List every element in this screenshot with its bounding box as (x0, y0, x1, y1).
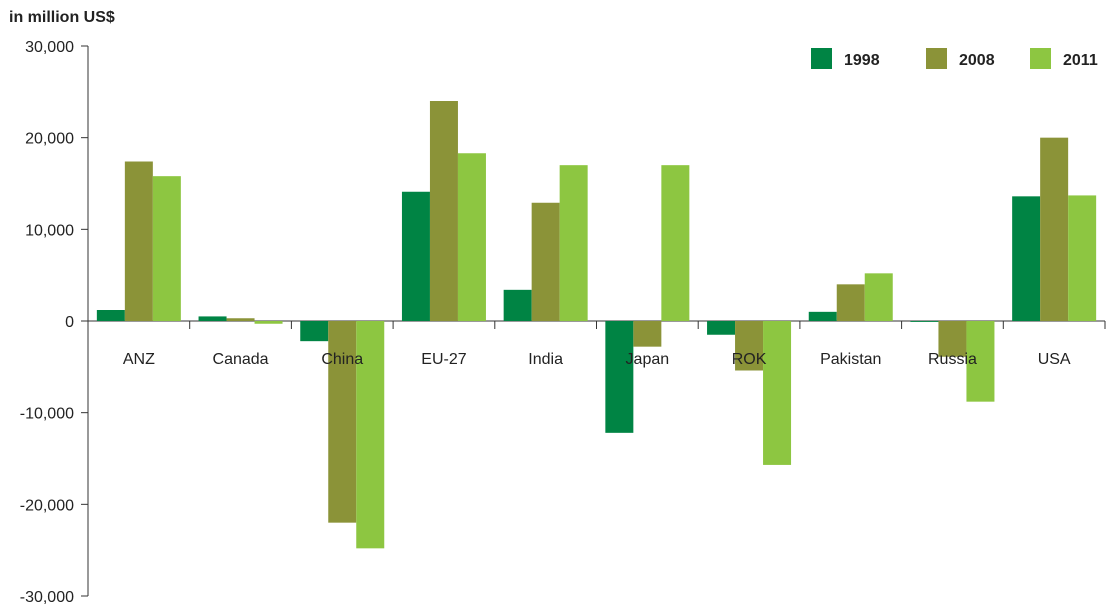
category-label: China (321, 351, 363, 368)
category-label: ROK (732, 351, 767, 368)
unit-label: in million US$ (9, 9, 115, 26)
bar-eu-27-2008 (429, 101, 458, 321)
y-tick-label: 10,000 (25, 222, 74, 239)
bar-eu-27-1998 (401, 191, 430, 321)
category-label: Russia (928, 351, 977, 368)
bar-russia-2008 (938, 321, 967, 357)
bar-eu-27-2011 (457, 153, 486, 321)
bar-india-2011 (559, 165, 588, 321)
bars (96, 101, 1097, 549)
bar-china-2008 (328, 321, 357, 523)
bar-china-1998 (300, 321, 329, 342)
legend-label-1998: 1998 (844, 52, 880, 69)
y-tick-label: -30,000 (20, 589, 74, 606)
bar-japan-2008 (633, 321, 662, 347)
y-tick-label: 0 (65, 314, 74, 331)
bar-canada-2008 (226, 318, 255, 321)
category-label: EU-27 (421, 351, 466, 368)
y-tick-label: 20,000 (25, 131, 74, 148)
bar-pakistan-1998 (808, 311, 837, 321)
category-label: Canada (213, 351, 269, 368)
legend-swatch-1998 (811, 48, 832, 69)
bar-rok-2011 (763, 321, 792, 465)
bar-india-1998 (503, 289, 532, 321)
legend-swatch-2011 (1030, 48, 1051, 69)
category-label: Japan (626, 351, 670, 368)
category-labels: ANZ Canada China EU-27 India Japan ROK Pakistan… (123, 351, 1071, 368)
y-tick-label: -20,000 (20, 497, 74, 514)
bar-russia-1998 (910, 321, 939, 322)
bar-russia-2011 (966, 321, 995, 402)
bar-rok-1998 (707, 321, 736, 335)
bar-rok-2008 (735, 321, 764, 371)
category-label: USA (1038, 351, 1071, 368)
bar-anz-2011 (152, 176, 181, 321)
category-label: ANZ (123, 351, 155, 368)
category-label: India (528, 351, 563, 368)
y-tick-label: -10,000 (20, 406, 74, 423)
bar-usa-2008 (1040, 137, 1069, 321)
bar-anz-2008 (124, 161, 153, 321)
legend-swatch-2008 (926, 48, 947, 69)
legend: 1998 2008 2011 (811, 48, 1098, 69)
bar-china-2011 (356, 321, 385, 549)
y-tick-label: 30,000 (25, 39, 74, 56)
legend-label-2011: 2011 (1063, 52, 1098, 69)
legend-label-2008: 2008 (959, 52, 995, 69)
bar-pakistan-2011 (864, 273, 893, 321)
bar-canada-1998 (198, 316, 227, 321)
bar-canada-2011 (254, 321, 283, 324)
y-axis: 30,000 20,000 10,000 0 -10,000 -20,000 -30,000 (20, 39, 89, 606)
bar-usa-2011 (1068, 195, 1097, 321)
bar-japan-1998 (605, 321, 634, 433)
category-label: Pakistan (820, 351, 881, 368)
bar-usa-1998 (1012, 196, 1041, 321)
bar-japan-2011 (661, 165, 690, 321)
bar-india-2008 (531, 202, 560, 321)
bar-anz-1998 (96, 310, 125, 321)
bar-pakistan-2008 (836, 284, 865, 321)
